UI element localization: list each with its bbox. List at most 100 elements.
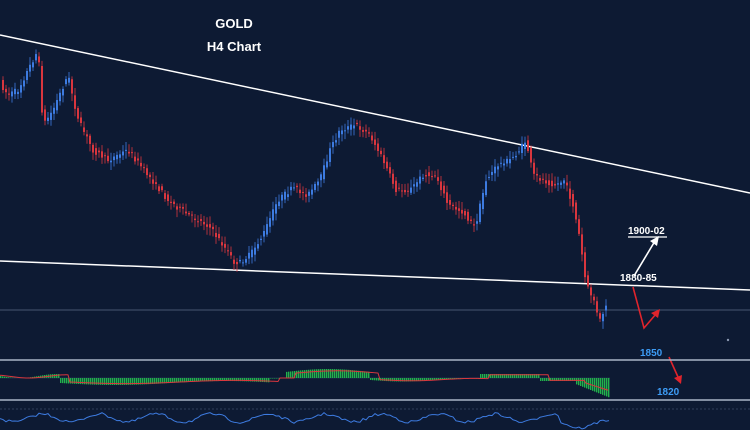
macd-bar <box>396 378 398 382</box>
macd-bar <box>268 378 270 383</box>
candle-body <box>599 313 601 319</box>
macd-bar <box>302 370 304 378</box>
candle-body <box>203 221 205 225</box>
candle-body <box>542 178 544 180</box>
candle-body <box>323 165 325 180</box>
candle-body <box>263 231 265 237</box>
macd-bar <box>420 378 422 381</box>
candle-body <box>398 187 400 189</box>
candle-body <box>434 175 436 177</box>
macd-bar <box>422 378 424 381</box>
macd-bar <box>98 378 100 385</box>
macd-bar <box>572 378 574 381</box>
candle-body <box>464 210 466 216</box>
macd-bar <box>192 378 194 382</box>
macd-bar <box>584 378 586 388</box>
candle-body <box>482 192 484 210</box>
macd-bar <box>60 378 62 383</box>
macd-bar <box>578 378 580 386</box>
candle-body <box>455 206 457 210</box>
macd-bar <box>148 378 150 385</box>
macd-bar <box>228 378 230 382</box>
candle-body <box>515 155 517 158</box>
macd-bar <box>106 378 108 385</box>
candle-body <box>41 65 43 113</box>
macd-bar <box>202 378 204 382</box>
chart-title: GOLD <box>215 16 253 31</box>
chart-subtitle: H4 Chart <box>207 39 262 54</box>
candle-body <box>536 173 538 176</box>
candle-body <box>566 182 568 186</box>
macd-bar <box>158 378 160 384</box>
candle-body <box>83 127 85 132</box>
macd-bar <box>492 374 494 378</box>
macd-bar <box>222 378 224 382</box>
macd-bar <box>532 374 534 378</box>
candle-body <box>422 177 424 179</box>
scenario-arrows <box>628 236 682 384</box>
macd-bar <box>608 378 610 398</box>
candle-body <box>419 176 421 184</box>
candle-body <box>479 203 481 222</box>
macd-bar <box>58 374 60 378</box>
candle-body <box>383 155 385 164</box>
candle-body <box>503 163 505 166</box>
macd-bar <box>134 378 136 385</box>
candle-body <box>71 79 73 94</box>
macd-bar <box>132 378 134 385</box>
macd-bar <box>224 378 226 382</box>
candle-body <box>335 140 337 143</box>
candle-body <box>32 62 34 68</box>
macd-bar <box>288 371 290 378</box>
macd-bar <box>122 378 124 385</box>
macd-bar <box>562 378 564 381</box>
macd-bar <box>398 378 400 382</box>
macd-bar <box>162 378 164 384</box>
macd-bar <box>510 374 512 378</box>
candle-body <box>569 188 571 199</box>
red-arrowhead-down <box>674 375 682 384</box>
macd-bar <box>404 378 406 382</box>
macd-bar <box>304 370 306 378</box>
macd-bar <box>126 378 128 385</box>
macd-bar <box>568 378 570 381</box>
macd-bar <box>124 378 126 385</box>
macd-bar <box>164 378 166 384</box>
macd-bar <box>62 378 64 384</box>
macd-bar <box>436 378 438 380</box>
macd-bar <box>438 378 440 380</box>
macd-bar <box>218 378 220 382</box>
macd-bar <box>216 378 218 382</box>
macd-bar <box>428 378 430 381</box>
macd-bar <box>338 369 340 378</box>
macd-bar <box>444 378 446 380</box>
macd-bar <box>430 378 432 381</box>
macd-bar <box>198 378 200 382</box>
macd-bar <box>594 378 596 392</box>
candle-body <box>233 259 235 264</box>
macd-bar <box>264 378 266 383</box>
macd-bar <box>252 378 254 382</box>
candle-body <box>299 189 301 194</box>
macd-bar <box>184 378 186 383</box>
lower-trendline <box>0 260 750 291</box>
candle-body <box>308 191 310 196</box>
candle-body <box>245 259 247 263</box>
candle-body <box>170 201 172 203</box>
red-scenario-path <box>632 286 657 330</box>
candle-body <box>254 247 256 255</box>
candle-body <box>287 194 289 198</box>
candle-body <box>506 158 508 164</box>
macd-bar <box>200 378 202 382</box>
candle-body <box>137 158 139 161</box>
candle-body <box>581 234 583 255</box>
candle-body <box>173 201 175 204</box>
candle-body <box>164 193 166 199</box>
macd-bar <box>86 378 88 385</box>
candle-body <box>38 56 40 63</box>
candle-body <box>2 80 4 91</box>
macd-bar <box>114 378 116 385</box>
candle-body <box>158 186 160 192</box>
candle-body <box>8 93 10 95</box>
candle-body <box>590 287 592 296</box>
